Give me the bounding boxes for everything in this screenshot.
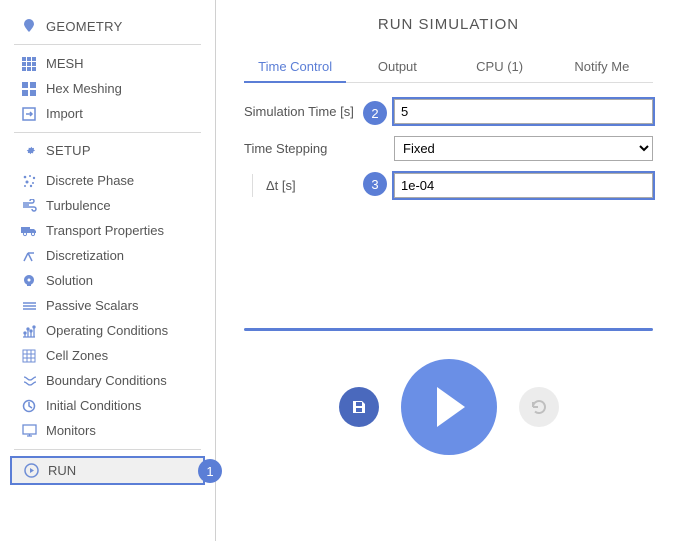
sidebar-item-initial-conditions[interactable]: Initial Conditions [0, 393, 215, 418]
setup-icon [18, 143, 40, 158]
solution-icon [18, 274, 40, 288]
row-dt: Δt [s] [244, 173, 653, 198]
tab-output[interactable]: Output [346, 51, 448, 82]
callout-3: 3 [363, 172, 387, 196]
sidebar-item-label: Import [46, 106, 83, 121]
boundary-conditions-icon [18, 375, 40, 387]
sidebar-item-label: Solution [46, 273, 93, 288]
sidebar-item-label: Hex Meshing [46, 81, 122, 96]
blue-divider [244, 328, 653, 331]
page-title: RUN SIMULATION [244, 16, 653, 33]
cell-zones-icon [18, 349, 40, 363]
section-setup: SETUP [0, 139, 215, 162]
sidebar-item-label: Passive Scalars [46, 298, 138, 313]
row-simulation-time: Simulation Time [s] [244, 99, 653, 124]
sidebar-item-label: Turbulence [46, 198, 111, 213]
sidebar-item-label: MESH [46, 56, 84, 71]
sidebar-item-hex-meshing[interactable]: Hex Meshing [0, 76, 215, 101]
section-geometry: GEOMETRY [0, 14, 215, 38]
main-panel: RUN SIMULATION Time Control Output CPU (… [216, 0, 677, 541]
tab-time-control[interactable]: Time Control [244, 51, 346, 82]
hex-meshing-icon [18, 82, 40, 96]
geometry-icon [18, 18, 40, 34]
time-stepping-label: Time Stepping [244, 141, 394, 156]
monitors-icon [18, 424, 40, 437]
sidebar-item-solution[interactable]: Solution [0, 268, 215, 293]
tab-cpu[interactable]: CPU (1) [449, 51, 551, 82]
import-icon [18, 107, 40, 121]
tab-bar: Time Control Output CPU (1) Notify Me [244, 51, 653, 83]
discrete-phase-icon [18, 174, 40, 188]
passive-scalars-icon [18, 300, 40, 312]
sidebar-item-boundary-conditions[interactable]: Boundary Conditions [0, 368, 215, 393]
sidebar-item-monitors[interactable]: Monitors [0, 418, 215, 443]
save-icon [350, 398, 368, 416]
run-icon [20, 463, 42, 478]
sidebar-item-label: Cell Zones [46, 348, 108, 363]
play-icon [429, 385, 469, 429]
sidebar: GEOMETRY MESH Hex Meshing Import SETUP D… [0, 0, 216, 541]
divider [14, 132, 201, 133]
save-button[interactable] [339, 387, 379, 427]
action-row [244, 359, 653, 455]
sidebar-item-label: Boundary Conditions [46, 373, 167, 388]
sidebar-item-label: Initial Conditions [46, 398, 141, 413]
dt-input[interactable] [394, 173, 653, 198]
row-time-stepping: Time Stepping Fixed [244, 136, 653, 161]
initial-conditions-icon [18, 399, 40, 413]
sidebar-item-cell-zones[interactable]: Cell Zones [0, 343, 215, 368]
sidebar-item-mesh[interactable]: MESH [0, 51, 215, 76]
sidebar-item-label: Discrete Phase [46, 173, 134, 188]
turbulence-icon [18, 199, 40, 213]
sidebar-item-turbulence[interactable]: Turbulence [0, 193, 215, 218]
divider [14, 44, 201, 45]
discretization-icon [18, 249, 40, 263]
sidebar-item-import[interactable]: Import [0, 101, 215, 126]
mesh-icon [18, 57, 40, 71]
play-button[interactable] [401, 359, 497, 455]
section-geometry-label: GEOMETRY [46, 19, 123, 34]
sidebar-item-discretization[interactable]: Discretization [0, 243, 215, 268]
sidebar-item-label: Transport Properties [46, 223, 164, 238]
sidebar-item-run[interactable]: RUN [10, 456, 205, 485]
callout-2: 2 [363, 101, 387, 125]
sidebar-item-label: Discretization [46, 248, 124, 263]
sidebar-item-operating-conditions[interactable]: Operating Conditions [0, 318, 215, 343]
tab-notify-me[interactable]: Notify Me [551, 51, 653, 82]
sidebar-item-label: Monitors [46, 423, 96, 438]
sidebar-item-label: Operating Conditions [46, 323, 168, 338]
transport-icon [18, 225, 40, 237]
refresh-icon [530, 398, 548, 416]
sidebar-item-discrete-phase[interactable]: Discrete Phase [0, 168, 215, 193]
sidebar-item-transport-properties[interactable]: Transport Properties [0, 218, 215, 243]
refresh-button[interactable] [519, 387, 559, 427]
simulation-time-input[interactable] [394, 99, 653, 124]
section-setup-label: SETUP [46, 143, 91, 158]
time-stepping-select[interactable]: Fixed [394, 136, 653, 161]
sidebar-item-label: RUN [48, 463, 76, 478]
divider [14, 449, 201, 450]
operating-conditions-icon [18, 324, 40, 338]
sidebar-item-passive-scalars[interactable]: Passive Scalars [0, 293, 215, 318]
